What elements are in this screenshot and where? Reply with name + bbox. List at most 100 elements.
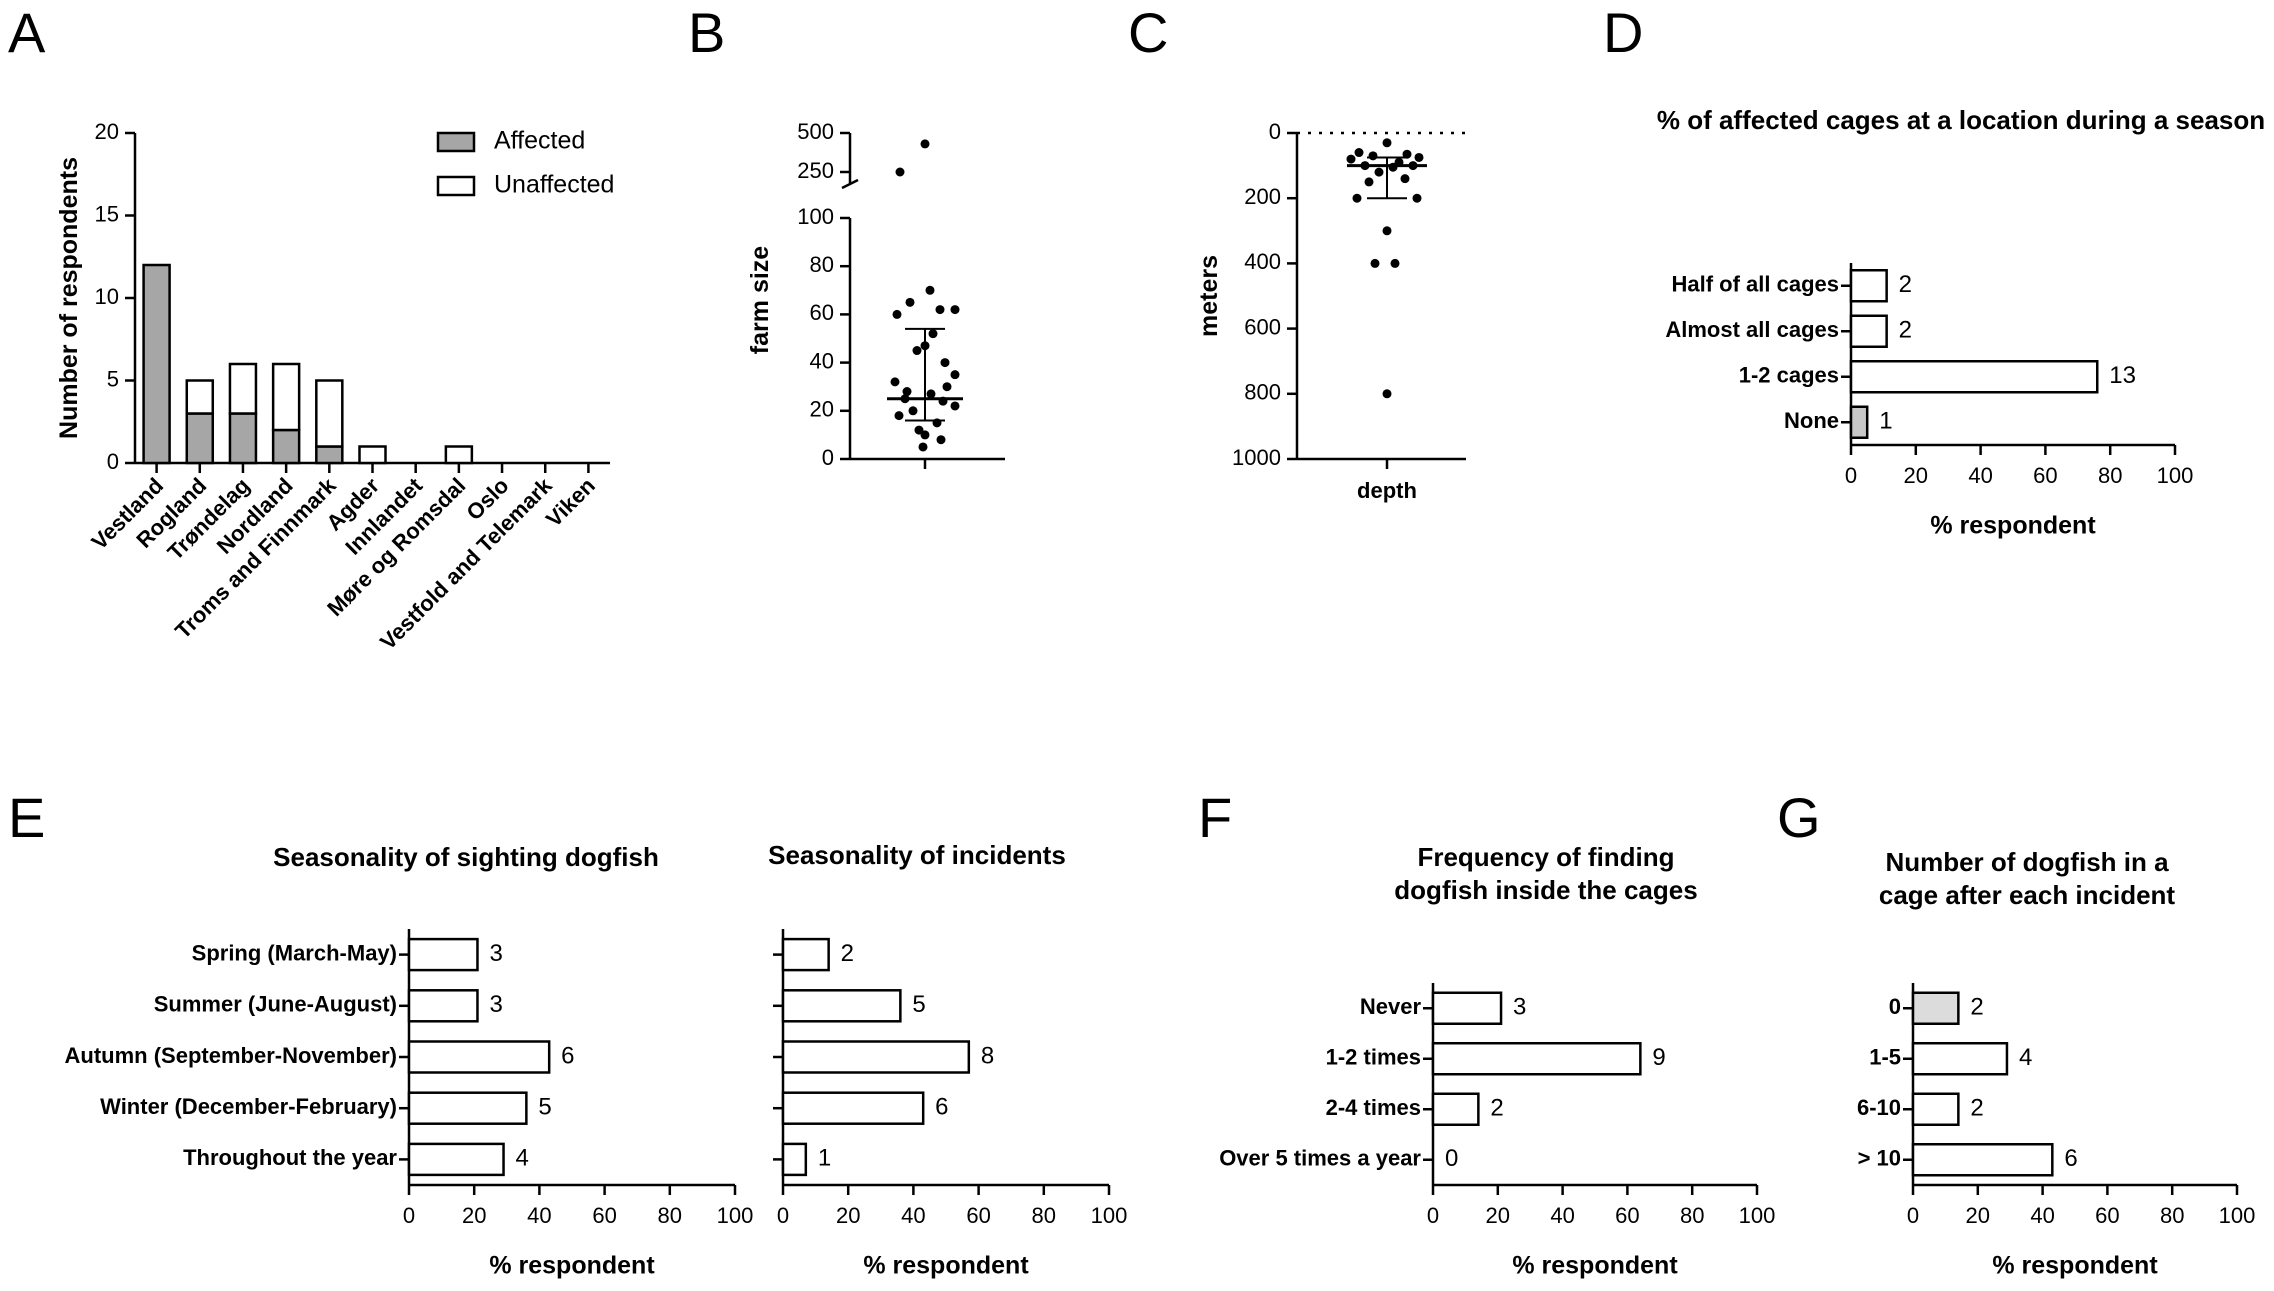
data-point [1388,162,1398,172]
bar-almost-all-cages [1849,314,1888,348]
y-tick-label: 250 [797,158,834,183]
x-tick-label: 0 [1427,1203,1439,1228]
category-label: Throughout the year [183,1145,397,1170]
data-point [902,387,912,397]
x-tick-label: 40 [2030,1203,2054,1228]
y-tick-label: 500 [797,119,834,144]
value-label: 1 [1879,408,1892,435]
data-point [950,401,960,411]
bar-summer-june-august [407,989,479,1023]
chart-title: Seasonality of incidents [768,840,1066,870]
bar-affected-nordland [271,428,301,465]
data-point [936,435,946,445]
y-axis-title: meters [1195,255,1223,337]
value-label: 2 [1899,317,1912,344]
bar-0 [1911,991,1960,1025]
panel-label-e: E [8,786,45,849]
panel-label-d: D [1603,1,1643,64]
chart-title: % of affected cages at a location during… [1657,105,2265,135]
data-point [1374,167,1384,177]
value-label: 0 [1445,1145,1458,1172]
x-tick-label: 100 [717,1203,754,1228]
y-tick-label: 20 [95,119,119,144]
x-axis-title: % respondent [1992,1252,2158,1280]
bar-affected-troms-and-finnmark [315,445,344,465]
value-label: 3 [489,991,502,1018]
category-label: Almost all cages [1665,317,1839,342]
category-label: Spring (March-May) [192,940,397,965]
x-tick-label: 80 [1032,1203,1056,1228]
chart-title: Frequency of finding [1417,842,1674,872]
data-point [890,377,900,387]
value-label: 4 [2019,1044,2032,1071]
data-point [1382,138,1392,148]
bar-spring-march-may [407,937,479,972]
value-label: 2 [1490,1095,1503,1122]
value-label: 3 [1513,994,1526,1021]
data-point [908,406,918,416]
chart-title: cage after each incident [1879,880,2176,910]
data-point [912,346,922,356]
bar-unaffected-troms-and-finnmark [315,379,344,448]
y-tick-label: 20 [810,397,834,422]
value-label: 2 [1899,271,1912,298]
legend-label-affected: Affected [494,127,585,155]
panel-label-b: B [688,1,725,64]
bar-autumn-september-november [407,1040,551,1074]
y-tick-label: 5 [107,366,119,391]
x-tick-label: 100 [2157,463,2194,488]
data-point [1370,258,1380,268]
y-axis-title: Number of respondents [55,157,83,439]
chart-c: 0 200 400 600 800 1000 depth meters [1195,119,1466,503]
y-tick-label: 0 [107,449,119,474]
data-point [1364,177,1374,187]
bar-unaffected-agder [358,445,387,465]
x-tick-label: 60 [966,1203,990,1228]
chart-title: Number of dogfish in a [1885,847,2169,877]
legend-swatch-affected [436,131,476,153]
bar-summer-june-august [781,989,902,1023]
category-label: 2-4 times [1326,1095,1421,1120]
category-label: Over 5 times a year [1219,1146,1421,1171]
data-point [925,285,935,295]
data-point [892,309,902,319]
bar-1-2-times [1431,1042,1642,1076]
y-tick-label: 15 [95,201,119,226]
chart-e1: 0 20 40 60 80 100 % respondent Seasonality of s… [65,842,754,1280]
data-point [920,430,930,440]
data-point [950,370,960,380]
value-label: 9 [1652,1044,1665,1071]
x-tick-label: 20 [462,1203,486,1228]
data-point [1400,174,1410,184]
axis-break-mark [841,178,859,190]
x-tick-label: 80 [2098,463,2122,488]
category-label: Winter (December-February) [100,1094,397,1119]
x-tick-label: 60 [592,1203,616,1228]
category-label: 1-5 [1869,1045,1901,1070]
legend-swatch-unaffected [436,175,476,197]
bar-unaffected-m-re-og-romsdal [444,445,474,465]
data-point [1412,193,1422,203]
y-tick-label: 60 [810,300,834,325]
bar-2-4-times [1431,1092,1480,1126]
data-point [935,305,945,315]
x-tick-label: depth [1357,478,1417,503]
x-tick-label: 40 [1968,463,1992,488]
value-label: 6 [935,1094,948,1121]
value-label: 6 [561,1042,574,1069]
panel-label-c: C [1128,1,1168,64]
x-tick-label: 0 [403,1203,415,1228]
panel-label-f: F [1198,786,1232,849]
y-tick-label: 600 [1244,314,1281,339]
data-point [928,329,938,339]
value-label: 2 [1970,1095,1983,1122]
category-label: 1-2 times [1326,1045,1421,1070]
bar-none [1849,405,1869,439]
x-axis-title: % respondent [489,1252,655,1280]
x-tick-label: 60 [1615,1203,1639,1228]
y-tick-label: 400 [1244,249,1281,274]
